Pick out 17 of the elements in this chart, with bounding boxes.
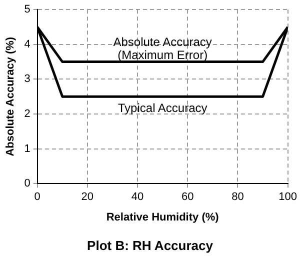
- x-tick-label: 100: [278, 191, 298, 204]
- y-tick-label: 1: [24, 142, 30, 155]
- x-tick-label: 60: [181, 191, 194, 204]
- series-label: Absolute Accuracy (Maximum Error): [113, 35, 212, 62]
- x-tick-label: 40: [131, 191, 144, 204]
- y-tick-label: 5: [24, 4, 30, 16]
- text: Plot B: RH Accuracy: [86, 238, 214, 253]
- x-tick-label: 20: [81, 191, 94, 204]
- y-tick-label: 2: [24, 108, 30, 120]
- x-axis-title: Relative Humidity (%): [106, 211, 220, 224]
- y-tick-label: 3: [24, 73, 30, 86]
- x-tick-label: 0: [34, 191, 40, 204]
- y-tick-label: 4: [24, 38, 30, 50]
- series-label: Typical Accuracy: [118, 100, 208, 115]
- y-axis-title: Absolute Accuracy (%): [4, 36, 17, 156]
- x-tick-label: 80: [232, 191, 244, 204]
- y-tick-label: 0: [24, 178, 30, 190]
